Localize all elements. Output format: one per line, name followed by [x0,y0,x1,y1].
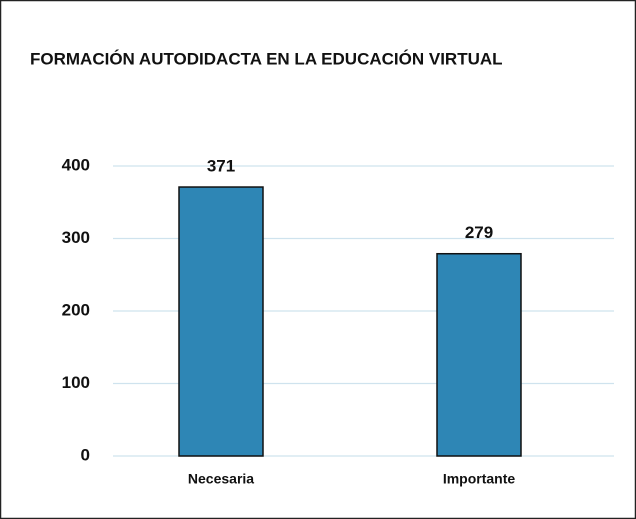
y-tick-label: 200 [62,300,90,319]
value-label: 371 [207,157,235,176]
bar [178,186,264,457]
x-tick-label: Necesaria [188,471,254,487]
chart-title: FORMACIÓN AUTODIDACTA EN LA EDUCACIÓN VI… [30,49,503,68]
y-tick-label: 400 [62,155,90,174]
y-tick-label: 300 [62,228,90,247]
bar [436,252,522,457]
x-tick-label: Importante [443,471,516,487]
value-label: 279 [465,223,493,242]
y-tick-label: 100 [62,373,90,392]
y-tick-label: 0 [81,445,90,464]
